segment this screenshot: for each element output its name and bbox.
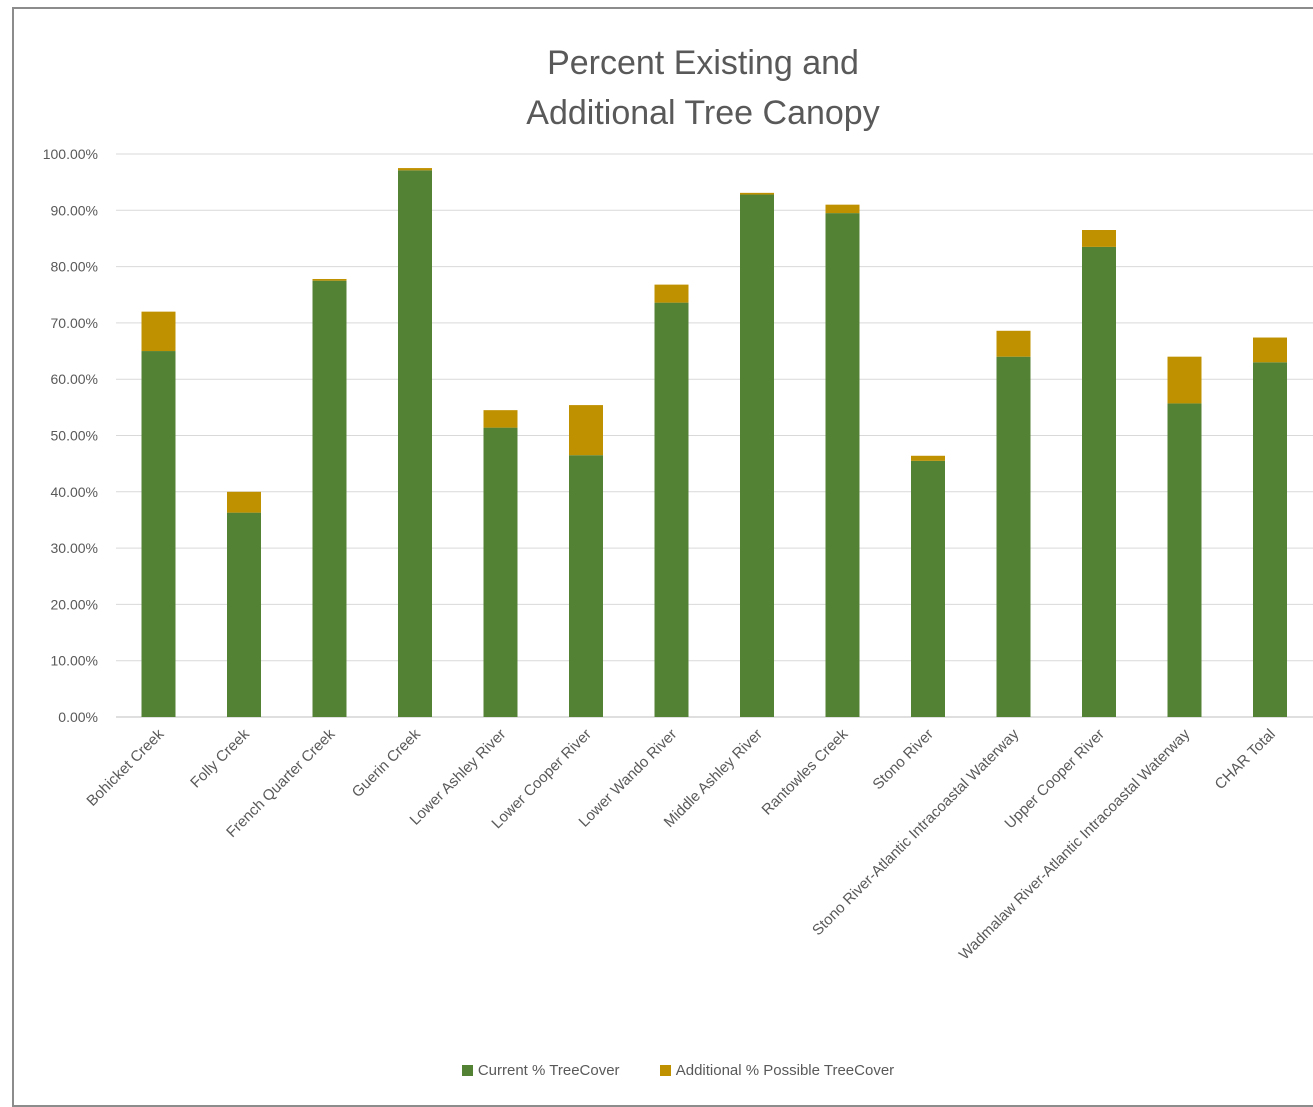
legend-item-current: Current % TreeCover: [462, 1062, 620, 1079]
bar-current: [997, 357, 1031, 717]
legend-swatch-additional: [660, 1065, 671, 1076]
bar-current: [569, 455, 603, 717]
legend-label-current: Current % TreeCover: [478, 1062, 620, 1079]
bar-current: [484, 428, 518, 717]
y-tick-label: 90.00%: [51, 202, 98, 218]
bar-current: [911, 461, 945, 717]
bar-additional: [740, 193, 774, 195]
bar-additional: [1082, 230, 1116, 247]
bar-additional: [569, 405, 603, 455]
y-tick-label: 30.00%: [51, 540, 98, 556]
bar-current: [1082, 247, 1116, 717]
y-tick-label: 10.00%: [51, 653, 98, 669]
bar-additional: [997, 331, 1031, 357]
legend-swatch-current: [462, 1065, 473, 1076]
y-tick-label: 60.00%: [51, 371, 98, 387]
y-tick-label: 0.00%: [58, 709, 98, 725]
y-tick-label: 20.00%: [51, 596, 98, 612]
x-tick-label: CHAR Total: [1212, 726, 1279, 793]
bar-current: [313, 281, 347, 717]
bar-additional: [142, 312, 176, 351]
bar-additional: [227, 492, 261, 513]
bar-additional: [911, 456, 945, 461]
x-tick-label: Lower Ashley River: [407, 726, 510, 829]
y-tick-label: 50.00%: [51, 428, 98, 444]
bar-additional: [484, 410, 518, 427]
y-tick-label: 100.00%: [43, 146, 98, 162]
y-tick-label: 40.00%: [51, 484, 98, 500]
x-tick-label: Bohicket Creek: [83, 725, 167, 809]
bar-additional: [1253, 338, 1287, 363]
bar-current: [1253, 362, 1287, 717]
bar-current: [740, 195, 774, 717]
y-tick-label: 80.00%: [51, 259, 98, 275]
bar-additional: [826, 205, 860, 213]
bar-current: [398, 170, 432, 717]
legend: Current % TreeCover Additional % Possibl…: [0, 1062, 1313, 1079]
x-tick-label: Rantowles Creek: [759, 725, 852, 818]
bar-current: [227, 513, 261, 717]
x-tick-label: Stono River: [869, 726, 936, 793]
legend-item-additional: Additional % Possible TreeCover: [660, 1062, 894, 1079]
bar-additional: [398, 168, 432, 170]
bar-additional: [313, 279, 347, 281]
bar-additional: [655, 285, 689, 303]
x-tick-label: Guerin Creek: [349, 725, 424, 800]
bar-current: [1168, 403, 1202, 717]
bar-current: [655, 303, 689, 717]
bar-current: [142, 351, 176, 717]
bar-additional: [1168, 357, 1202, 404]
y-tick-label: 70.00%: [51, 315, 98, 331]
bar-current: [826, 213, 860, 717]
legend-label-additional: Additional % Possible TreeCover: [676, 1062, 894, 1079]
x-tick-label: Folly Creek: [187, 725, 253, 791]
